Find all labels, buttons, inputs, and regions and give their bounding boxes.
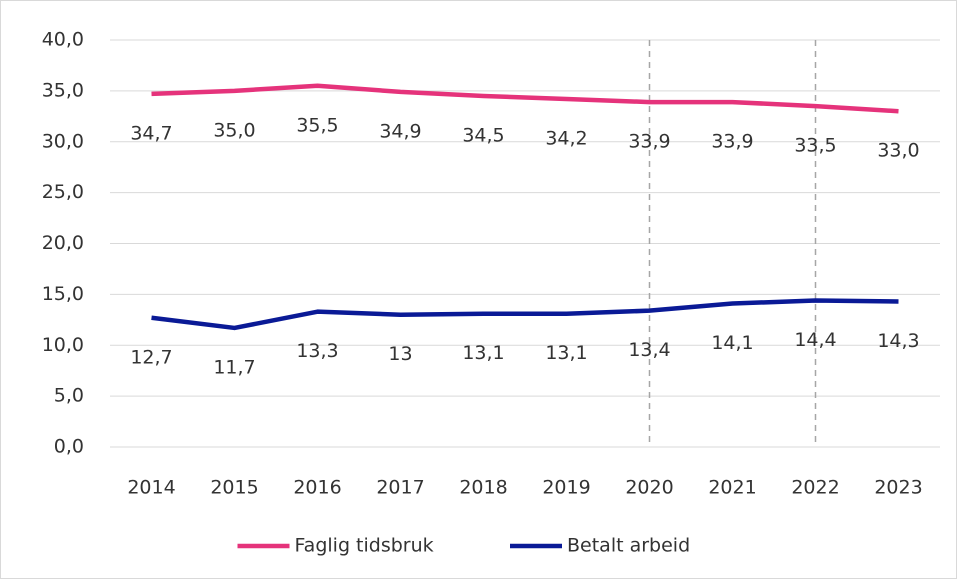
legend-label: Faglig tidsbruk: [295, 535, 434, 557]
x-tick-label: 2019: [542, 477, 590, 499]
data-label: 11,7: [213, 356, 255, 378]
data-label: 34,5: [462, 124, 504, 146]
y-tick-label: 0,0: [54, 436, 84, 458]
data-label: 33,9: [711, 131, 753, 153]
x-tick-label: 2014: [127, 477, 175, 499]
legend-label: Betalt arbeid: [567, 535, 690, 557]
x-tick-label: 2021: [708, 477, 756, 499]
y-tick-label: 5,0: [54, 385, 84, 407]
x-tick-label: 2018: [459, 477, 507, 499]
data-label: 14,3: [877, 330, 919, 352]
data-label: 34,9: [379, 120, 421, 142]
data-label: 12,7: [130, 346, 172, 368]
data-label: 34,7: [130, 122, 172, 144]
data-label: 13,4: [628, 339, 670, 361]
data-label: 33,9: [628, 131, 670, 153]
y-tick-label: 25,0: [42, 181, 84, 203]
data-label: 35,5: [296, 114, 338, 136]
data-label: 34,2: [545, 128, 587, 150]
data-label: 35,0: [213, 119, 255, 141]
series-line: [151, 298, 899, 331]
data-label: 33,0: [877, 140, 919, 162]
y-tick-label: 10,0: [42, 334, 84, 356]
data-label: 14,1: [711, 332, 753, 354]
y-tick-label: 40,0: [42, 29, 84, 51]
data-label: 14,4: [794, 329, 836, 351]
x-tick-label: 2020: [625, 477, 673, 499]
data-label: 13,1: [462, 342, 504, 364]
data-label: 33,5: [794, 135, 836, 157]
y-tick-label: 30,0: [42, 130, 84, 152]
data-label: 13,3: [296, 340, 338, 362]
data-label: 13,1: [545, 342, 587, 364]
x-tick-label: 2016: [293, 477, 341, 499]
x-tick-label: 2022: [791, 477, 839, 499]
y-tick-label: 15,0: [42, 283, 84, 305]
series-line: [151, 83, 899, 114]
y-tick-label: 35,0: [42, 79, 84, 101]
x-tick-label: 2015: [210, 477, 258, 499]
x-tick-label: 2023: [874, 477, 922, 499]
y-tick-label: 20,0: [42, 232, 84, 254]
data-label: 13: [388, 343, 412, 365]
x-tick-label: 2017: [376, 477, 424, 499]
